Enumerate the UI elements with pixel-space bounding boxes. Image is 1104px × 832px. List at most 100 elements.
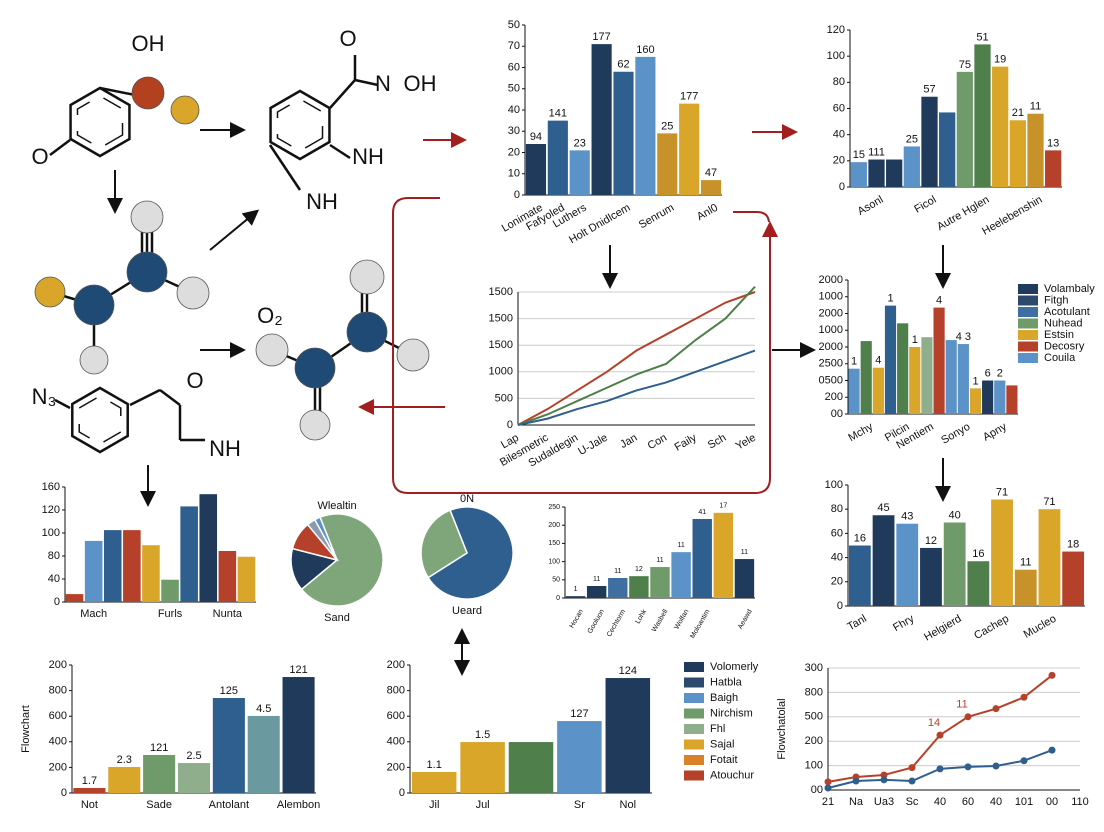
y-tick-label: 1000 <box>819 324 843 336</box>
x-tick-label: Faily <box>673 431 700 453</box>
bar-label: 62 <box>617 59 629 71</box>
y-tick-label: 20 <box>833 155 845 167</box>
bar <box>969 388 982 414</box>
bar-label: 71 <box>996 486 1008 498</box>
x-tick-label: Con <box>646 432 669 452</box>
y-tick-label: 1000 <box>489 366 513 378</box>
bar <box>460 742 505 793</box>
bar <box>411 772 457 793</box>
bar <box>974 44 991 188</box>
bar <box>212 698 245 793</box>
x-tick-label: 110 <box>1071 796 1089 808</box>
bar-label: 40 <box>949 509 961 521</box>
bar <box>635 56 656 195</box>
point <box>908 764 916 772</box>
bond <box>49 139 71 156</box>
bar-label: 2.3 <box>117 754 132 766</box>
y-tick-label: 200 <box>49 761 67 773</box>
x-tick-label: Sch <box>706 432 728 452</box>
y-tick-label: 50 <box>552 577 560 584</box>
x-tick-label: Jil <box>429 799 439 811</box>
legend-label: Volambaly <box>1044 283 1095 295</box>
bar <box>860 341 872 414</box>
bar-label: 124 <box>619 665 637 677</box>
bar <box>848 545 871 606</box>
y-tick-label: 0 <box>399 787 405 799</box>
legend-label: Baigh <box>710 692 738 704</box>
atom <box>131 76 165 110</box>
y-tick-label: 200 <box>49 659 67 671</box>
line <box>517 285 756 426</box>
bar <box>1038 509 1061 606</box>
atom-label: NH <box>306 189 338 214</box>
bar-label: 11 <box>593 576 600 583</box>
bar <box>945 340 957 414</box>
x-tick-label: Ua3 <box>874 796 894 808</box>
bar <box>108 767 141 793</box>
y-tick-label: 20 <box>831 576 843 588</box>
bond <box>54 398 71 410</box>
point <box>936 731 944 739</box>
bar <box>177 763 211 793</box>
pie-label: Ueard <box>452 605 482 617</box>
bar-label: 121 <box>289 664 307 676</box>
bar <box>629 576 649 598</box>
bar <box>605 678 651 793</box>
y-tick-label: 1500 <box>489 313 513 325</box>
bar <box>868 159 885 187</box>
line <box>517 291 756 426</box>
bar-label: 51 <box>976 31 988 43</box>
bar-label: 19 <box>994 54 1006 66</box>
x-tick-label: Cechtorm <box>606 608 627 638</box>
y-tick-label: 800 <box>805 686 823 698</box>
bar <box>161 579 179 602</box>
point <box>852 777 860 785</box>
legend-swatch <box>684 770 704 781</box>
x-tick-label: 40 <box>990 796 1002 808</box>
y-tick-label: 600 <box>49 710 67 722</box>
bar <box>1027 113 1044 187</box>
bond <box>329 79 356 109</box>
bar <box>957 344 969 414</box>
y-tick-label: 20 <box>508 146 520 158</box>
y-tick-label: 100 <box>42 527 60 539</box>
bar-label: 125 <box>220 685 238 697</box>
bar <box>547 120 568 195</box>
y-axis-label: Flowchatolal <box>776 698 788 759</box>
bar <box>679 103 700 195</box>
x-tick-label: Sade <box>146 799 172 811</box>
bar-label: 57 <box>923 84 935 96</box>
legend-label: Sajal <box>710 738 734 750</box>
x-tick-label: Na <box>849 796 864 808</box>
x-tick-label: Sc <box>906 796 919 808</box>
y-tick-label: 800 <box>49 685 67 697</box>
x-tick-label: Moloantim <box>689 608 711 640</box>
y-tick-label: 200 <box>805 735 823 747</box>
atom-label: N₃ <box>32 384 57 409</box>
atom-label: NH <box>209 436 241 461</box>
bar-label: 4 <box>875 355 881 367</box>
benzene-ring-inner <box>78 395 122 445</box>
legend-swatch <box>684 677 704 688</box>
y-tick-label: 40 <box>48 573 60 585</box>
y-tick-label: 1000 <box>819 291 843 303</box>
point <box>992 762 1000 770</box>
y-tick-label: 500 <box>495 392 513 404</box>
legend-label: Decosry <box>1044 340 1085 352</box>
y-tick-label: 40 <box>508 104 520 116</box>
x-tick-label: Lohk <box>635 608 649 625</box>
bond <box>329 143 351 160</box>
bar-label: 1 <box>574 586 578 593</box>
bar <box>282 677 315 793</box>
y-tick-label: 0 <box>507 419 513 431</box>
bar <box>247 715 280 793</box>
y-tick-label: 100 <box>825 479 843 491</box>
y-tick-label: 2000 <box>819 307 843 319</box>
bar-label: 16 <box>972 548 984 560</box>
bar <box>586 585 607 598</box>
pie-title: Wlealtin <box>317 500 356 512</box>
atom-label: N <box>375 71 391 96</box>
bar-label: 16 <box>854 532 866 544</box>
atom-label: OH <box>404 71 437 96</box>
